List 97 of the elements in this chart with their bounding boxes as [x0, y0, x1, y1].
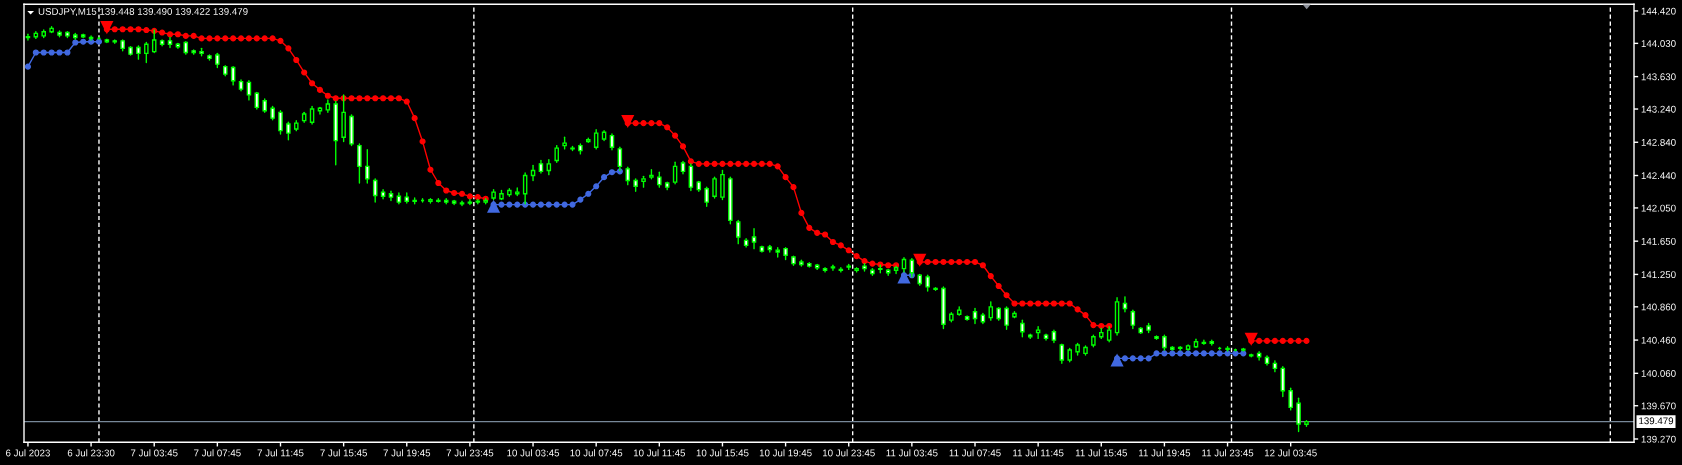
point [1129, 355, 1136, 362]
point [1121, 355, 1129, 362]
candlestick [25, 33, 31, 41]
point [553, 201, 560, 208]
point [1185, 350, 1192, 357]
point [64, 49, 71, 56]
x-tick-label: 7 Jul 23:45 [446, 449, 494, 457]
y-tick-label: 139.270 [1641, 435, 1676, 443]
point [1169, 350, 1176, 357]
x-tick-label: 11 Jul 07:45 [949, 449, 1001, 457]
x-tick-label: 10 Jul 11:45 [633, 449, 686, 457]
x-tick-label: 10 Jul 07:45 [570, 449, 623, 457]
candlestick [735, 219, 741, 245]
candlestick [1201, 339, 1207, 345]
point [514, 201, 521, 208]
x-tick-label: 11 Jul 23:45 [1202, 449, 1254, 457]
point [1192, 350, 1200, 357]
x-tick-label: 12 Jul 03:45 [1264, 449, 1317, 457]
x-tick-label: 10 Jul 23:45 [822, 449, 875, 457]
y-tick-label: 140.460 [1641, 336, 1676, 344]
point [1216, 350, 1223, 357]
candlestick [712, 176, 717, 199]
y-tick-label: 140.860 [1641, 303, 1676, 311]
x-tick-label: 11 Jul 03:45 [886, 449, 938, 457]
candlestick [751, 228, 757, 250]
candlestick [1059, 343, 1065, 365]
candlestick [459, 200, 465, 207]
y-tick-label: 142.440 [1641, 172, 1676, 180]
y-tick-label: 143.630 [1641, 73, 1676, 81]
point [1224, 350, 1231, 357]
y-tick-label: 144.420 [1641, 7, 1676, 15]
y-tick-label: 139.670 [1641, 402, 1676, 410]
point [1177, 350, 1184, 357]
candlestick [144, 41, 149, 64]
chart-title: USDJPY,M15 139.448 139.490 139.422 139.479 [38, 8, 248, 17]
candlestick [720, 169, 725, 201]
candlestick [365, 149, 370, 184]
point [593, 183, 600, 190]
point [56, 49, 63, 56]
x-tick-label: 11 Jul 11:45 [1013, 449, 1064, 457]
point [1161, 350, 1168, 357]
x-tick-label: 7 Jul 15:45 [320, 449, 368, 457]
y-tick-label: 142.050 [1641, 204, 1676, 212]
x-tick-label: 7 Jul 19:45 [383, 449, 431, 457]
y-tick-label: 140.060 [1641, 370, 1676, 377]
candlestick [1288, 387, 1293, 411]
point [569, 201, 576, 208]
candlestick [1035, 326, 1041, 340]
candlestick [988, 301, 994, 321]
point [80, 38, 87, 45]
point [1208, 350, 1215, 357]
y-tick-label: 144.030 [1641, 40, 1676, 47]
candlestick [617, 146, 623, 172]
point [537, 201, 544, 208]
point [577, 196, 584, 203]
candlestick [830, 264, 836, 271]
candlestick [1296, 397, 1301, 433]
point [40, 49, 47, 56]
y-tick-label: 143.240 [1641, 105, 1676, 113]
point [608, 169, 616, 176]
point [529, 201, 537, 208]
x-tick-label: 7 Jul 03:45 [130, 449, 178, 457]
y-tick-label: 142.840 [1641, 139, 1676, 146]
point [1137, 355, 1144, 362]
point [585, 190, 592, 197]
x-tick-label: 7 Jul 07:45 [194, 449, 241, 457]
point [1200, 350, 1207, 357]
point [32, 49, 39, 56]
y-tick-label: 141.250 [1641, 271, 1676, 279]
x-tick-label: 6 Jul 23:30 [67, 449, 115, 457]
point [561, 201, 568, 208]
point [48, 49, 55, 56]
candlestick [1130, 309, 1136, 330]
x-tick-label: 10 Jul 15:45 [696, 449, 749, 457]
point [506, 201, 513, 208]
candlestick [278, 109, 283, 135]
point [72, 39, 79, 46]
candlestick [246, 80, 252, 101]
point [1240, 350, 1247, 357]
candlestick [593, 129, 599, 150]
x-tick-label: 7 Jul 11:45 [257, 449, 304, 457]
x-tick-label: 6 Jul 2023 [6, 449, 50, 457]
ref-line-label: 139.479 [1639, 417, 1674, 425]
point [498, 201, 505, 208]
candlestick [704, 186, 709, 207]
x-tick-label: 10 Jul 03:45 [507, 449, 560, 457]
point [1145, 355, 1152, 362]
y-tick-label: 141.650 [1641, 237, 1676, 245]
point [1153, 350, 1160, 357]
x-tick-label: 11 Jul 15:45 [1075, 449, 1127, 457]
x-tick-label: 10 Jul 19:45 [759, 449, 812, 457]
candlestick [1004, 306, 1009, 330]
point [601, 174, 608, 181]
point [24, 63, 32, 70]
point [545, 201, 552, 208]
candlestick [357, 143, 362, 184]
x-tick-label: 11 Jul 19:45 [1139, 449, 1191, 457]
